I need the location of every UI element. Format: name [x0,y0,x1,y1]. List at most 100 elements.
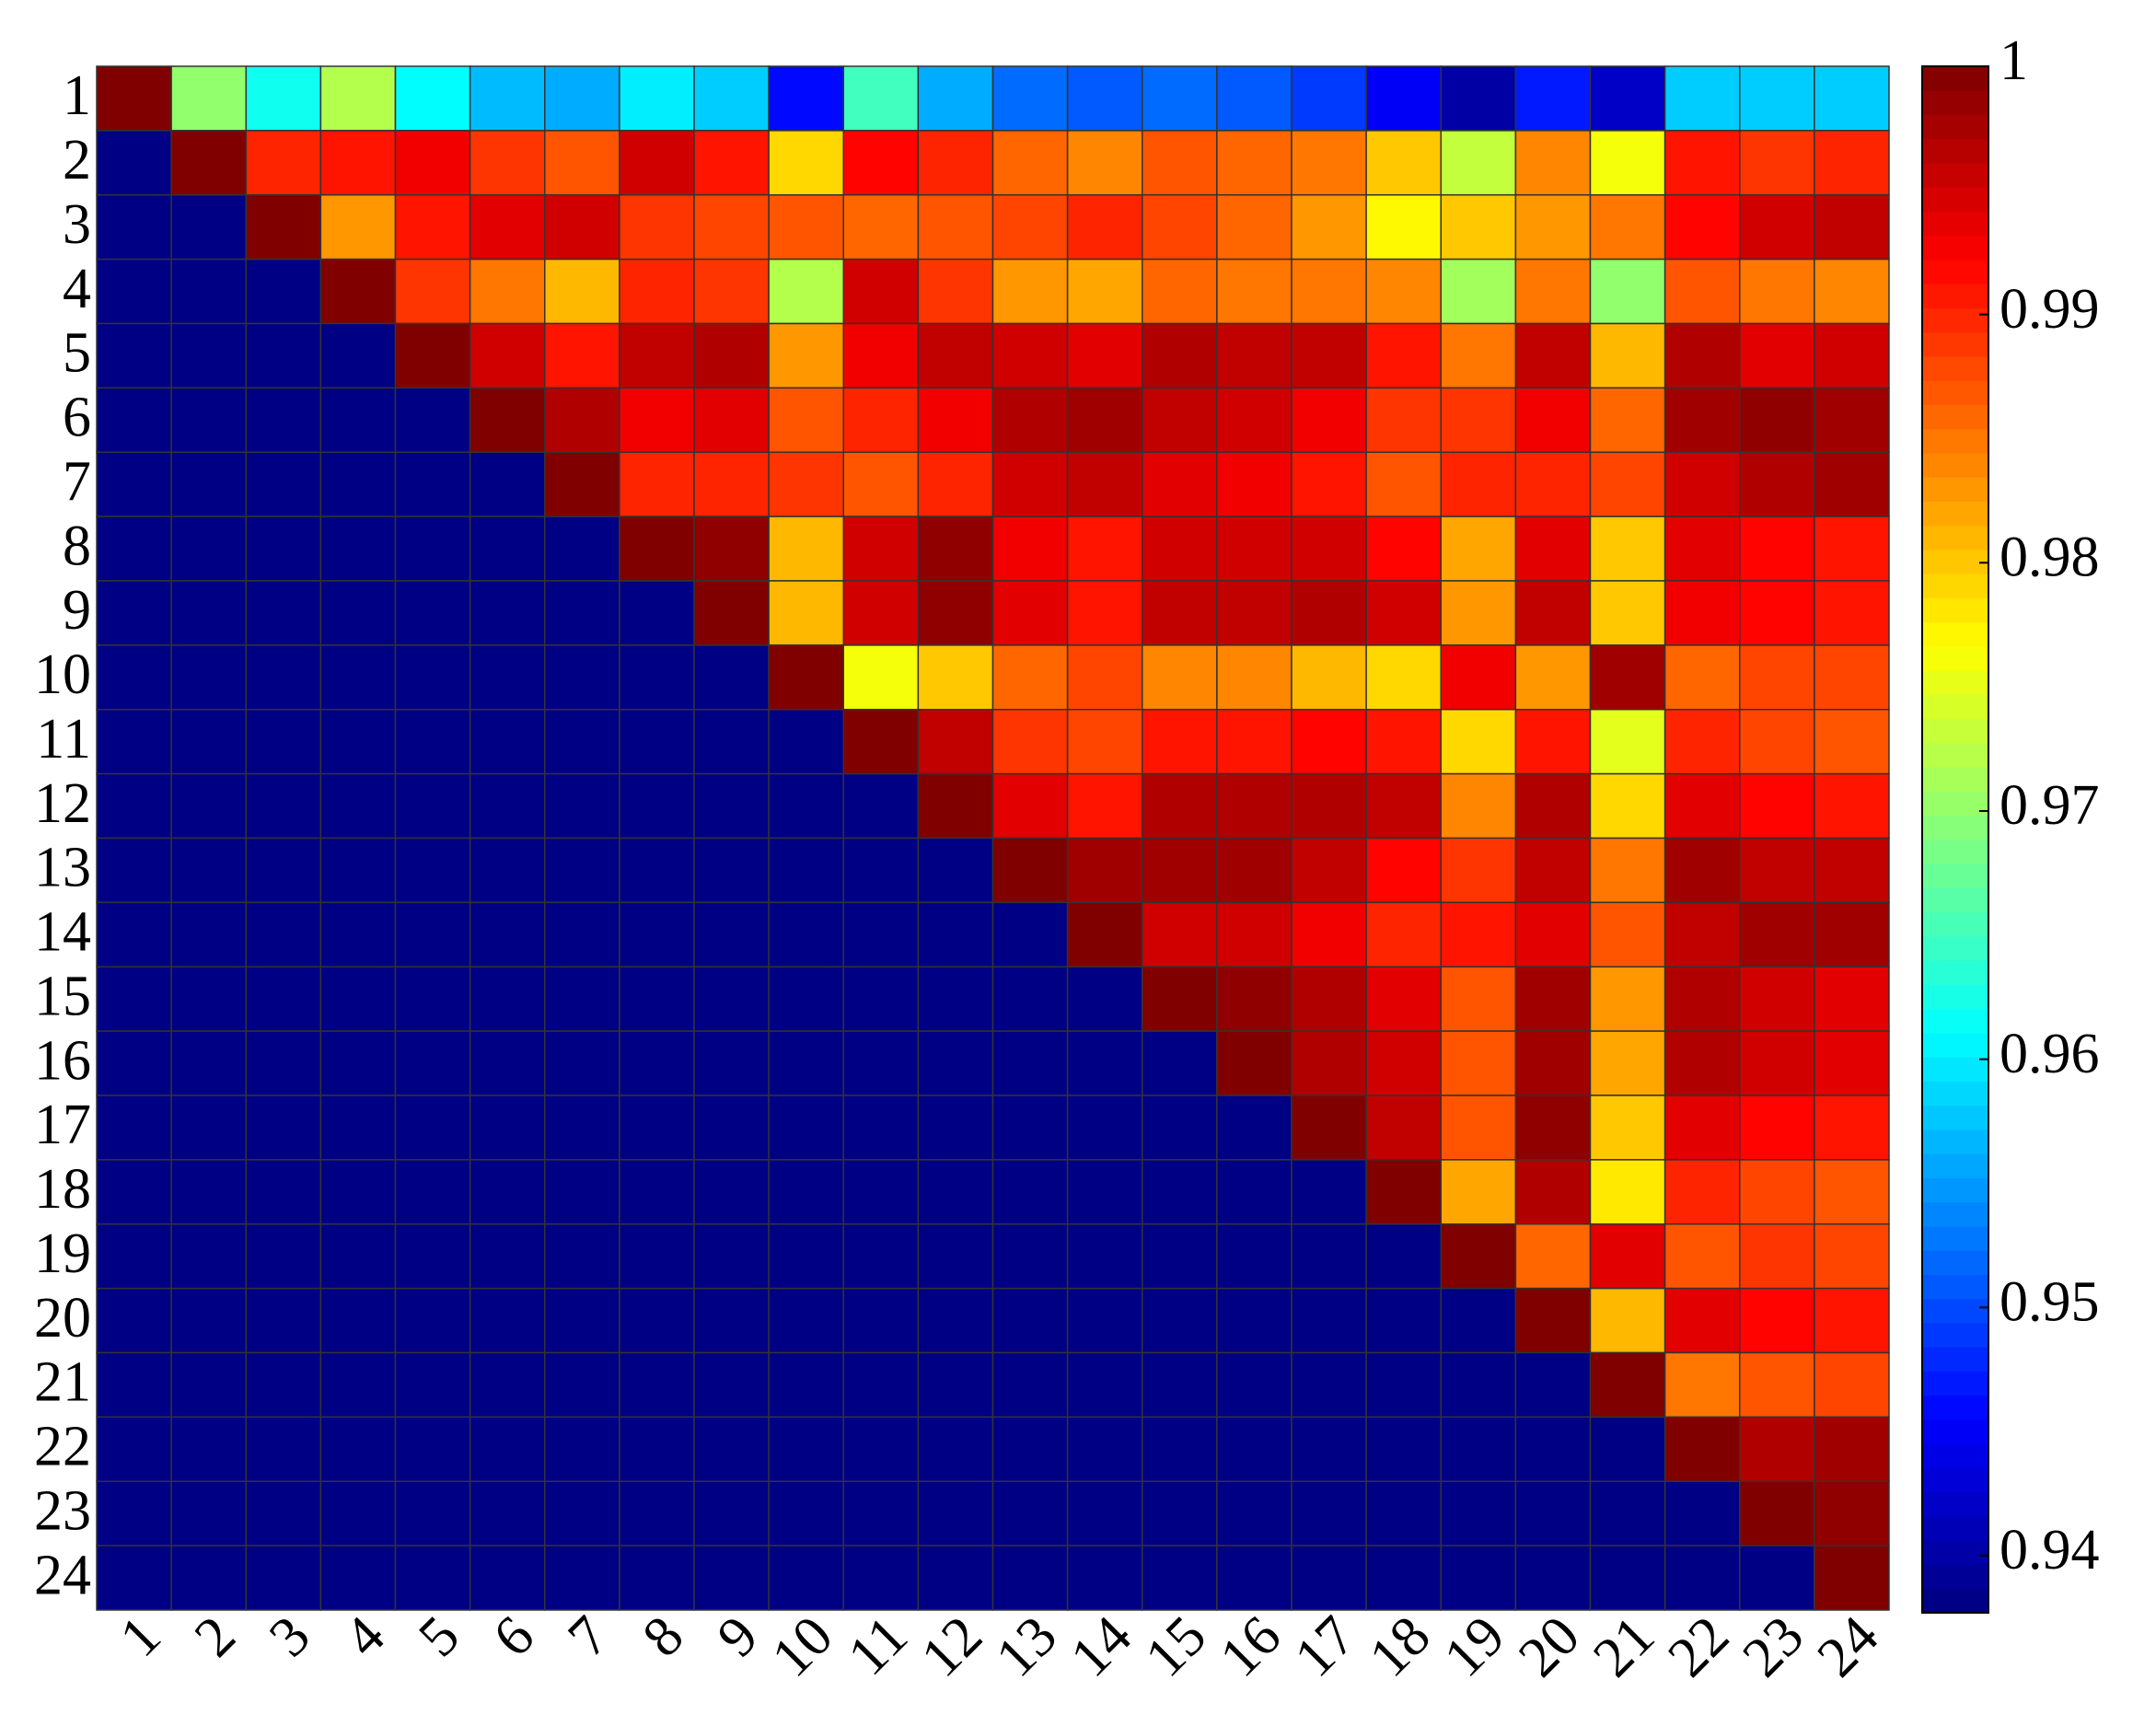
heatmap-cell [319,901,397,967]
heatmap-cell [394,1351,471,1419]
heatmap-cell [619,1159,695,1225]
heatmap-cell [1589,1351,1666,1419]
heatmap-cell [394,709,471,775]
heatmap-cell [96,772,172,840]
heatmap-cell [544,1287,620,1354]
colorbar-swatch [1922,453,1988,478]
heatmap-cell [1365,1351,1442,1419]
heatmap-cell [1216,966,1292,1032]
heatmap-cell [917,837,994,904]
heatmap-cell [245,580,322,646]
heatmap-cell [693,1545,770,1611]
heatmap-cell [1514,1351,1592,1419]
heatmap-cell [1365,644,1442,711]
heatmap-cell [768,837,844,904]
colorbar-swatch [1922,1105,1988,1130]
heatmap-cell [1440,644,1517,711]
heatmap-cell [768,709,844,775]
heatmap-cell [1514,1030,1592,1096]
heatmap-cell [693,837,770,904]
heatmap-cell [1142,1159,1218,1225]
colorbar-swatch [1922,404,1988,430]
heatmap-cell [917,1480,994,1546]
colorbar-swatch [1922,1033,1988,1058]
heatmap-cell [917,515,994,582]
heatmap-cell [1739,515,1815,582]
heatmap-cell [693,966,770,1032]
colorbar-swatch [1922,114,1988,140]
heatmap-cell [1142,901,1218,967]
heatmap-cell [1814,451,1890,517]
heatmap-cell [917,772,994,840]
heatmap-cell [319,451,397,517]
heatmap-cell [96,966,172,1032]
heatmap-cell [693,194,770,261]
heatmap-cell [991,65,1069,132]
heatmap-cell [1663,1480,1741,1546]
heatmap-cell [768,194,844,261]
heatmap-cell [319,515,397,582]
heatmap-cell [619,837,695,904]
heatmap-cell [245,709,322,775]
heatmap-cell [917,901,994,967]
heatmap-cell [1291,194,1367,261]
heatmap-cell [1814,1223,1890,1290]
heatmap-cell [1142,1351,1218,1419]
heatmap-cell [469,1351,546,1419]
heatmap-cell [1814,1545,1890,1611]
heatmap-cell [1514,772,1592,840]
colorbar-swatch [1922,331,1988,357]
colorbar-swatch [1922,815,1988,840]
heatmap-cell [544,837,620,904]
heatmap-cell [842,1416,920,1482]
heatmap-cell [245,772,322,840]
heatmap-cell [693,709,770,775]
heatmap-cell [170,966,247,1032]
heatmap-cell [1440,1480,1517,1546]
heatmap-cell [1066,1480,1143,1546]
heatmap-cell [96,837,172,904]
heatmap-cell [991,1480,1069,1546]
heatmap-cell [1291,387,1367,453]
colorbar-swatch [1922,646,1988,671]
heatmap-cell [1440,1223,1517,1290]
heatmap-cell [917,966,994,1032]
heatmap-cell [693,451,770,517]
heatmap-cell [1216,709,1292,775]
heatmap-cell [768,258,844,325]
heatmap-cell [768,1351,844,1419]
heatmap-cell [768,1223,844,1290]
heatmap-cell [96,322,172,389]
heatmap-cell [1291,1351,1367,1419]
heatmap-cell [170,709,247,775]
heatmap-cell [469,644,546,711]
heatmap-cell [1739,901,1815,967]
heatmap-cell [991,1223,1069,1290]
heatmap-cell [1514,1287,1592,1354]
colorbar-swatch [1922,1516,1988,1541]
heatmap-cell [469,772,546,840]
x-tick-label: 24 [1805,1604,1890,1689]
colorbar-swatch [1922,863,1988,888]
heatmap-cell [1066,194,1143,261]
heatmap-cell [1589,580,1666,646]
heatmap-cell [619,709,695,775]
heatmap-cell [96,709,172,775]
heatmap-cell [1663,515,1741,582]
heatmap-cell [917,387,994,453]
heatmap-cell [1142,322,1218,389]
colorbar-swatch [1922,936,1988,961]
heatmap-cell [1440,1095,1517,1161]
heatmap-cell [319,194,397,261]
heatmap-cell [917,1416,994,1482]
heatmap-cell [1514,258,1592,325]
heatmap-cell [768,1287,844,1354]
heatmap-cell [1216,1287,1292,1354]
colorbar-swatch [1922,1347,1988,1372]
heatmap-cell [1663,1095,1741,1161]
heatmap-cell [469,1223,546,1290]
heatmap-cell [469,1030,546,1096]
colorbar-swatch [1922,138,1988,164]
heatmap-cell [319,1159,397,1225]
x-tick-label: 11 [836,1604,919,1687]
